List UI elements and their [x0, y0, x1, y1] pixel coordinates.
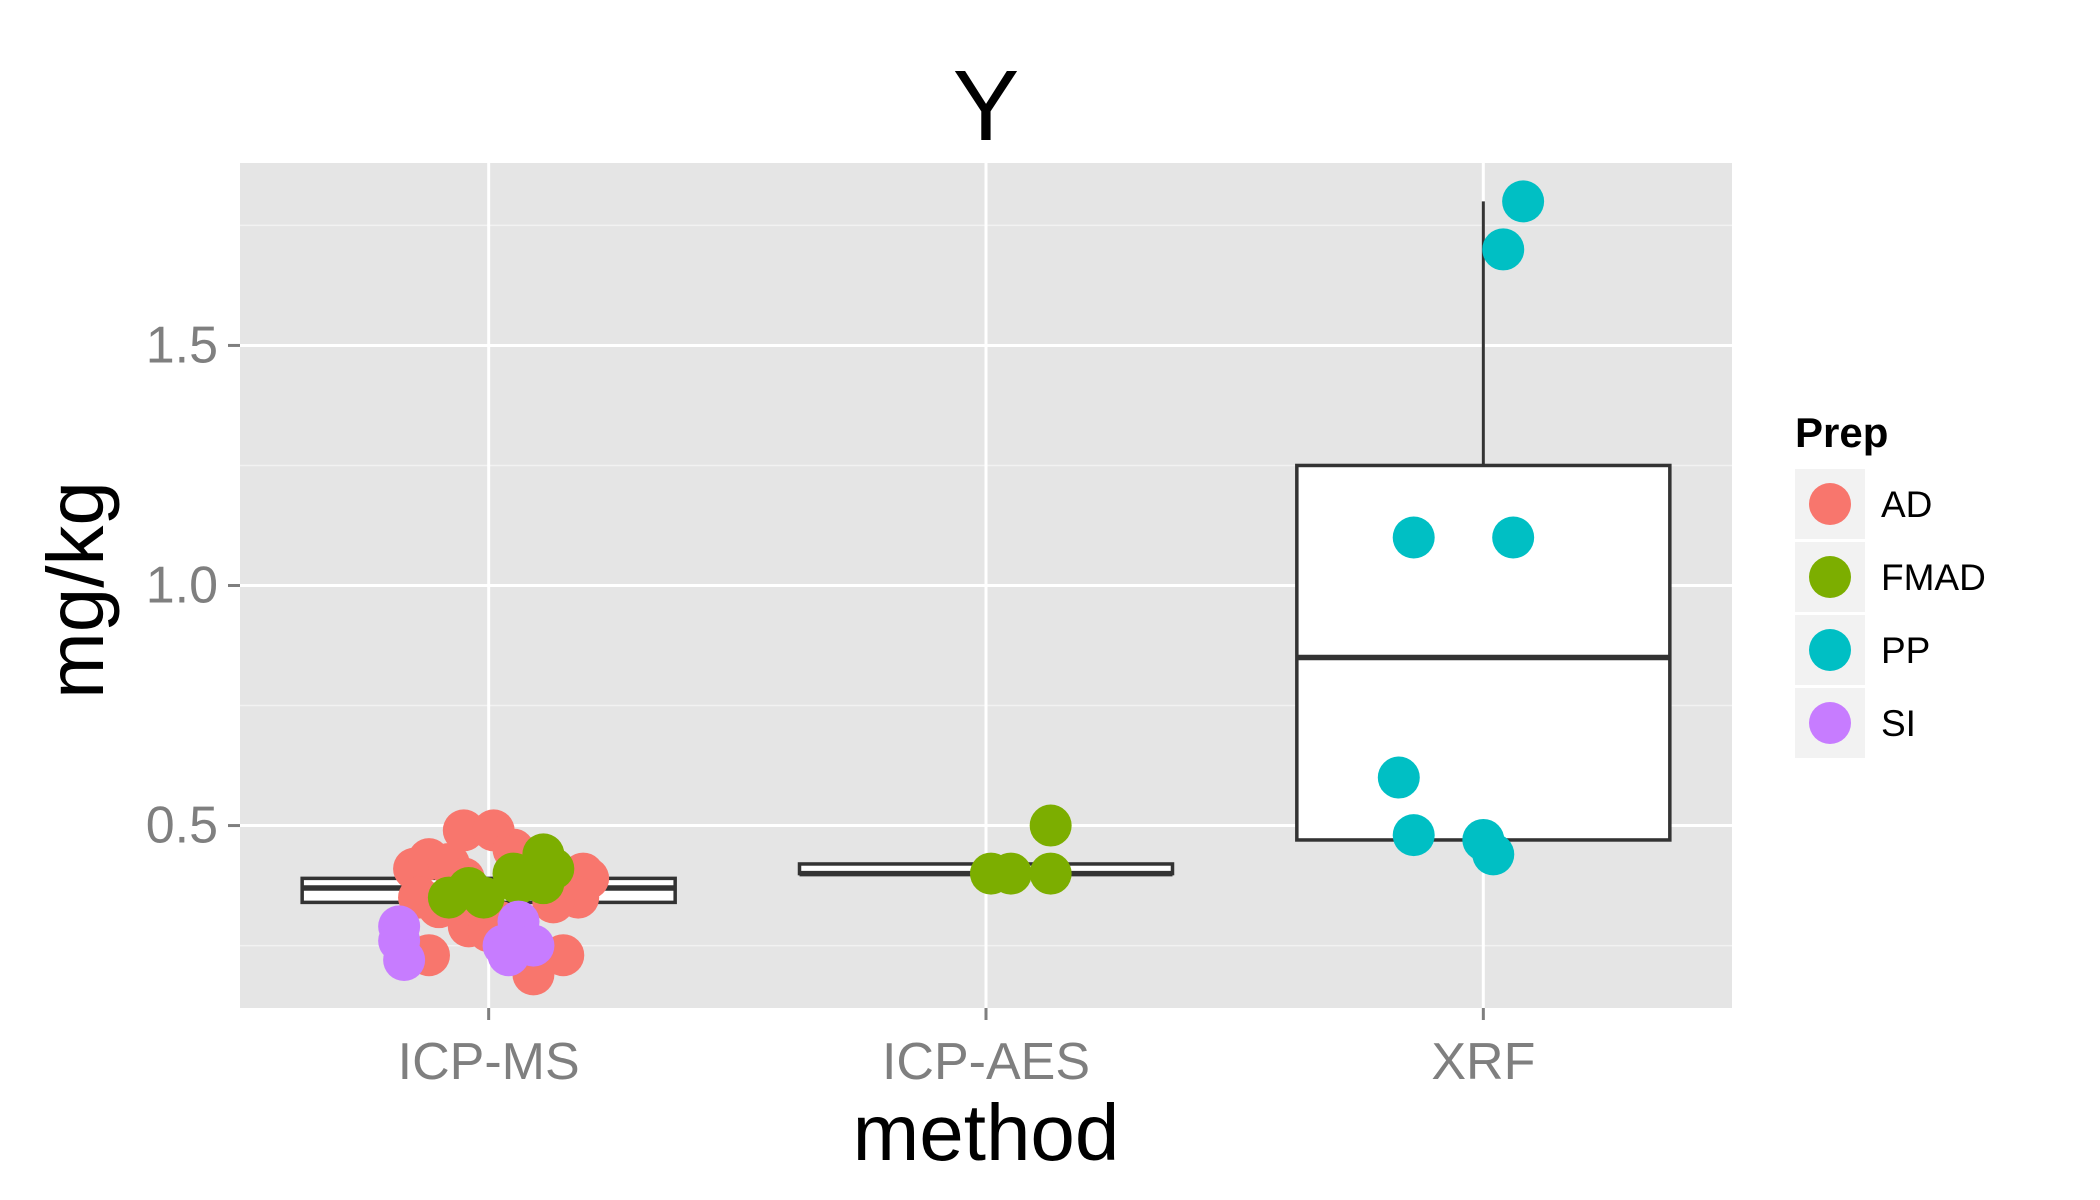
- y-tick-label: 1.5: [146, 316, 218, 374]
- legend-entry-pp: PP: [1795, 615, 1930, 685]
- legend-swatch: [1809, 483, 1851, 525]
- legend: Prep AD FMAD PP SI: [1795, 409, 1986, 758]
- data-point-fmad: [989, 852, 1032, 895]
- x-tick-label: ICP-MS: [398, 1033, 580, 1091]
- legend-label: FMAD: [1881, 557, 1986, 598]
- legend-title: Prep: [1795, 409, 1888, 456]
- data-point-si: [383, 938, 426, 981]
- legend-entry-si: SI: [1795, 688, 1916, 758]
- x-axis-title: method: [853, 1088, 1120, 1177]
- data-point-pp: [1392, 814, 1435, 857]
- data-point-fmad: [1029, 804, 1072, 847]
- chart-title: Y: [953, 50, 1020, 162]
- box-layer: [300, 201, 1672, 905]
- legend-entry-fmad: FMAD: [1795, 542, 1986, 612]
- data-point-si: [512, 924, 555, 967]
- legend-label: AD: [1881, 484, 1932, 525]
- y-axis-title: mg/kg: [31, 481, 120, 699]
- legend-swatch: [1809, 702, 1851, 744]
- point-layer: [378, 180, 1545, 996]
- legend-swatch: [1809, 556, 1851, 598]
- y-tick-label: 1.0: [146, 557, 218, 615]
- data-point-ad: [442, 809, 485, 852]
- data-point-fmad: [462, 876, 505, 919]
- box-iqr: [1295, 463, 1672, 842]
- data-point-pp: [1377, 756, 1420, 799]
- legend-swatch: [1809, 629, 1851, 671]
- data-point-pp: [1392, 516, 1435, 559]
- x-axis: ICP-MS ICP-AES XRF: [398, 1008, 1535, 1091]
- data-point-pp: [1472, 833, 1515, 876]
- y-tick-label: 0.5: [146, 797, 218, 855]
- data-point-pp: [1502, 180, 1545, 223]
- legend-label: PP: [1881, 630, 1930, 671]
- x-tick-label: ICP-AES: [882, 1033, 1090, 1091]
- legend-label: SI: [1881, 703, 1916, 744]
- legend-entry-ad: AD: [1795, 469, 1932, 539]
- data-point-fmad: [532, 847, 575, 890]
- y-axis: 0.5 1.0 1.5: [146, 316, 240, 855]
- data-point-pp: [1482, 228, 1525, 271]
- data-point-pp: [1492, 516, 1535, 559]
- x-tick-label: XRF: [1431, 1033, 1535, 1091]
- data-point-fmad: [1029, 852, 1072, 895]
